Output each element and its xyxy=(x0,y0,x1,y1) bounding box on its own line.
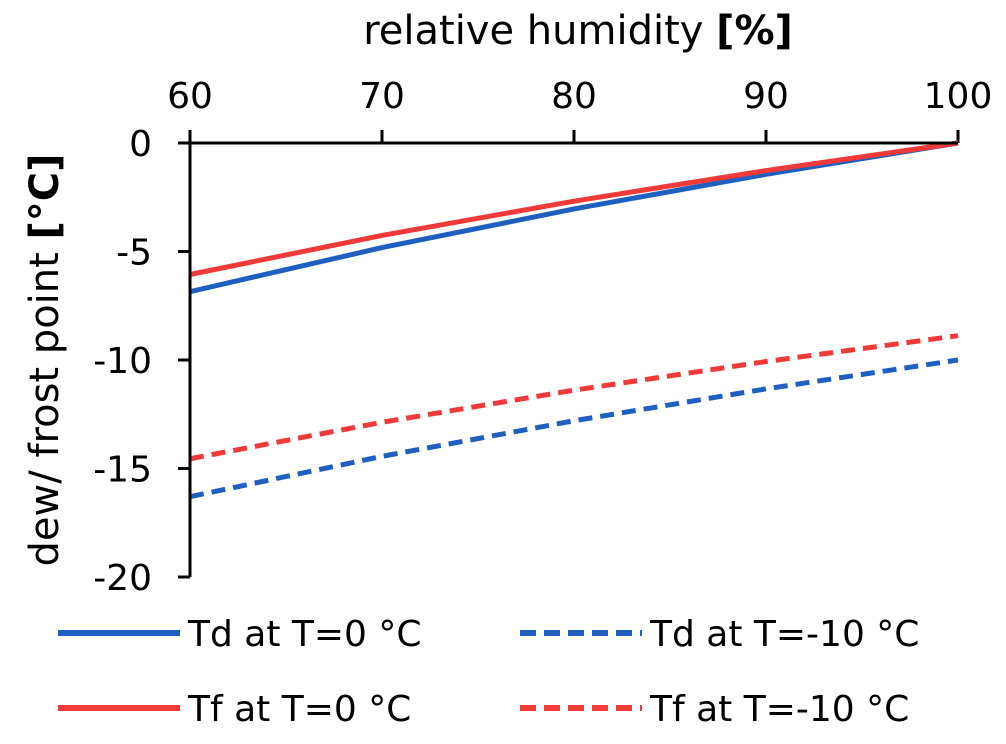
x-axis-unit: [%] xyxy=(716,8,793,54)
legend-label: Tf at T=0 °C xyxy=(187,689,411,730)
y-tick-label: 0 xyxy=(129,124,152,165)
y-axis-title: dew/ frost point [°C] xyxy=(22,154,68,567)
y-tick-label: -20 xyxy=(93,558,152,599)
series-line-1 xyxy=(189,357,959,500)
x-tick-label: 70 xyxy=(359,76,405,117)
x-tick-label: 60 xyxy=(167,76,213,117)
y-axis-unit: [°C] xyxy=(22,154,68,240)
series-line-2 xyxy=(189,140,959,277)
x-axis-label: relative humidity xyxy=(363,8,703,54)
legend-label: Td at T=-10 °C xyxy=(649,614,919,655)
legend-label: Tf at T=-10 °C xyxy=(649,689,909,730)
y-axis-label: dew/ frost point xyxy=(22,252,68,566)
y-tick-label: -10 xyxy=(93,341,152,382)
legend-label: Td at T=0 °C xyxy=(187,614,422,655)
y-tick-label: -15 xyxy=(93,450,152,491)
series-line-3 xyxy=(189,333,959,462)
series-line-0 xyxy=(189,140,959,295)
x-axis-title: relative humidity [%] xyxy=(363,8,793,54)
x-tick-label: 80 xyxy=(551,76,597,117)
x-tick-label: 90 xyxy=(743,76,789,117)
y-tick-label: -5 xyxy=(116,233,152,274)
x-tick-label: 100 xyxy=(924,76,993,117)
